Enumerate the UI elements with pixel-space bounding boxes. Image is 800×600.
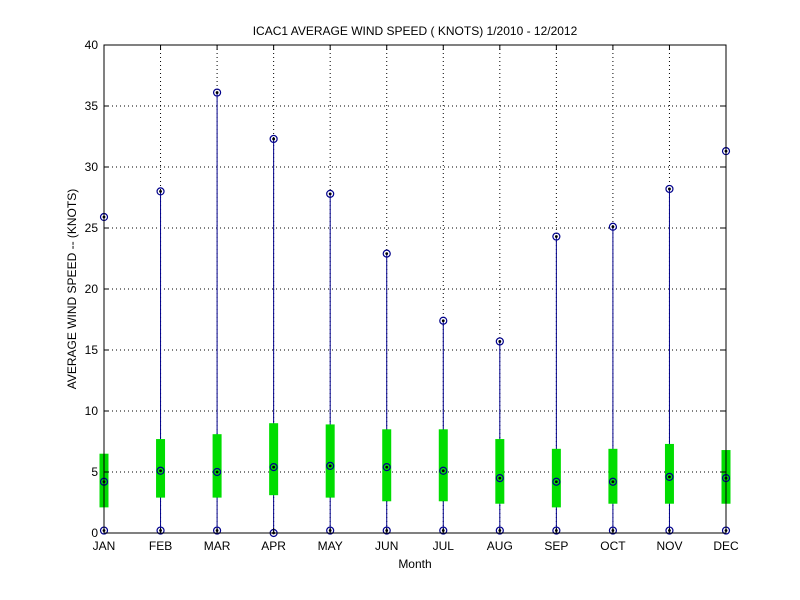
min-marker bbox=[156, 526, 165, 535]
tick-label-y: 25 bbox=[85, 221, 99, 235]
median-marker bbox=[269, 463, 278, 472]
tick-label-x: JUL bbox=[433, 539, 455, 553]
max-marker bbox=[156, 187, 165, 196]
x-axis-label: Month bbox=[398, 557, 431, 571]
iqr-box bbox=[212, 434, 222, 498]
grid bbox=[104, 45, 726, 533]
min-marker bbox=[212, 526, 222, 535]
median-marker bbox=[439, 466, 448, 475]
median-marker bbox=[608, 477, 618, 486]
min-marker bbox=[495, 526, 504, 535]
max-marker-dot bbox=[498, 340, 502, 343]
max-marker bbox=[665, 184, 674, 194]
median-marker bbox=[326, 461, 335, 470]
median-marker-dot bbox=[385, 465, 389, 469]
max-marker-dot bbox=[668, 187, 671, 191]
median-marker-dot bbox=[611, 480, 615, 484]
min-marker bbox=[382, 526, 391, 535]
median-marker bbox=[665, 472, 674, 481]
tick-label-x: DEC bbox=[713, 539, 739, 553]
tick-label-x: JAN bbox=[93, 539, 116, 553]
chart-title: ICAC1 AVERAGE WIND SPEED ( KNOTS) 1/2010… bbox=[253, 24, 578, 38]
iqr-box bbox=[495, 439, 505, 504]
min-marker bbox=[665, 526, 674, 535]
y-axis-label: AVERAGE WIND SPEED -- (KNOTS) bbox=[65, 189, 79, 389]
max-marker bbox=[552, 232, 561, 241]
tick-label-y: 5 bbox=[91, 465, 98, 479]
median-marker-dot bbox=[159, 469, 162, 473]
max-marker-dot bbox=[215, 91, 219, 94]
max-marker-dot bbox=[272, 137, 276, 141]
tick-label-y: 30 bbox=[85, 160, 99, 174]
median-marker-dot bbox=[441, 469, 445, 473]
tick-label-x: OCT bbox=[600, 539, 626, 553]
median-marker-dot bbox=[498, 476, 502, 480]
max-marker-dot bbox=[611, 225, 615, 229]
max-marker bbox=[212, 88, 222, 97]
iqr-box bbox=[382, 429, 392, 502]
iqr-box bbox=[438, 429, 448, 502]
median-marker bbox=[212, 467, 222, 477]
tick-label-x: SEP bbox=[544, 539, 568, 553]
median-marker bbox=[156, 466, 165, 475]
median-marker-dot bbox=[328, 464, 332, 468]
iqr-box bbox=[608, 448, 618, 504]
min-marker bbox=[608, 526, 618, 535]
min-marker bbox=[326, 526, 335, 535]
max-marker bbox=[269, 134, 278, 144]
median-marker-dot bbox=[215, 470, 219, 474]
tick-label-x: JUN bbox=[375, 539, 398, 553]
ticks: 0 5 10 15 20 25 30 35 40 JAN FEB MAR APR MAY JUN JUL AUG… bbox=[85, 38, 739, 553]
tick-label-x: NOV bbox=[656, 539, 682, 553]
max-marker bbox=[495, 337, 504, 346]
max-marker-dot bbox=[328, 192, 332, 196]
tick-label-x: APR bbox=[261, 539, 286, 553]
tick-label-x: FEB bbox=[149, 539, 172, 553]
tick-label-x: AUG bbox=[487, 539, 513, 553]
median-marker-dot bbox=[668, 475, 671, 479]
tick-label-x: MAR bbox=[204, 539, 231, 553]
tick-label-y: 35 bbox=[85, 99, 99, 113]
max-marker bbox=[382, 249, 391, 258]
iqr-box bbox=[325, 424, 335, 498]
min-marker bbox=[439, 526, 448, 535]
tick-label-y: 0 bbox=[91, 526, 98, 540]
min-marker bbox=[552, 526, 561, 535]
iqr-box bbox=[269, 423, 279, 496]
median-marker bbox=[552, 477, 561, 486]
median-marker bbox=[495, 474, 504, 483]
max-marker bbox=[326, 189, 335, 198]
median-marker bbox=[382, 463, 391, 472]
boxes bbox=[99, 88, 731, 538]
tick-label-x: MAY bbox=[318, 539, 343, 553]
iqr-box bbox=[156, 439, 166, 498]
median-marker-dot bbox=[272, 465, 276, 469]
max-marker-dot bbox=[441, 319, 445, 323]
max-marker bbox=[608, 222, 618, 231]
max-marker-dot bbox=[385, 252, 389, 256]
max-marker bbox=[439, 316, 448, 325]
max-marker-dot bbox=[554, 235, 558, 238]
max-marker-dot bbox=[159, 190, 162, 193]
tick-label-y: 40 bbox=[85, 38, 99, 52]
tick-label-y: 20 bbox=[85, 282, 99, 296]
tick-label-y: 10 bbox=[85, 404, 99, 418]
tick-label-y: 15 bbox=[85, 343, 99, 357]
median-marker-dot bbox=[554, 480, 558, 484]
